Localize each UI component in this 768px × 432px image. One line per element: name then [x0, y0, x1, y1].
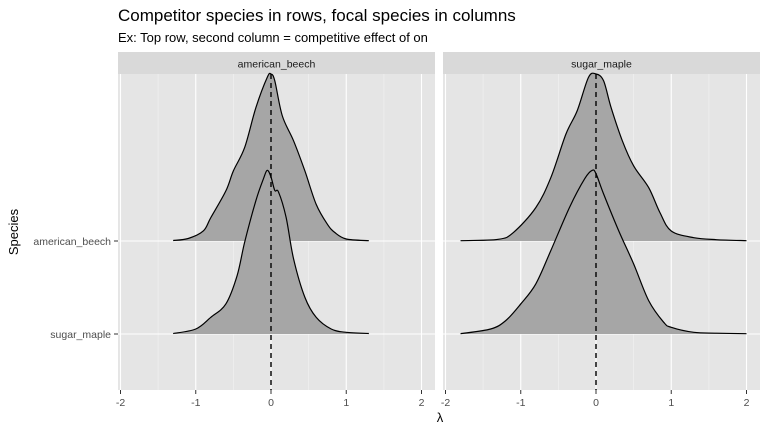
facet-label: sugar_maple — [571, 59, 632, 71]
facet-label: american_beech — [238, 59, 316, 71]
facet-strip — [443, 52, 760, 74]
density-line-american_beech — [460, 72, 747, 242]
x-axis-title: λ — [437, 410, 444, 425]
y-axis-title: Species — [6, 208, 21, 255]
x-tick-label: 1 — [668, 397, 674, 409]
facet-strip — [118, 52, 435, 74]
x-tick-label: 1 — [343, 397, 349, 409]
chart-subtitle: Ex: Top row, second column = competitive… — [118, 30, 428, 45]
x-tick-label: 2 — [419, 397, 425, 409]
density-area-american_beech — [460, 73, 747, 241]
x-tick-label: 0 — [268, 397, 274, 409]
x-tick-label: 2 — [744, 397, 750, 409]
chart-title: Competitor species in rows, focal specie… — [118, 6, 516, 25]
x-tick-label: -1 — [191, 397, 200, 409]
x-tick-label: 0 — [593, 397, 599, 409]
x-tick-label: -1 — [516, 397, 525, 409]
y-tick-label: sugar_maple — [50, 329, 111, 341]
density-area-sugar_maple — [173, 170, 369, 334]
y-tick-label: american_beech — [33, 236, 111, 248]
x-tick-label: -2 — [441, 397, 450, 409]
density-area-sugar_maple — [460, 169, 747, 334]
x-tick-label: -2 — [116, 397, 125, 409]
